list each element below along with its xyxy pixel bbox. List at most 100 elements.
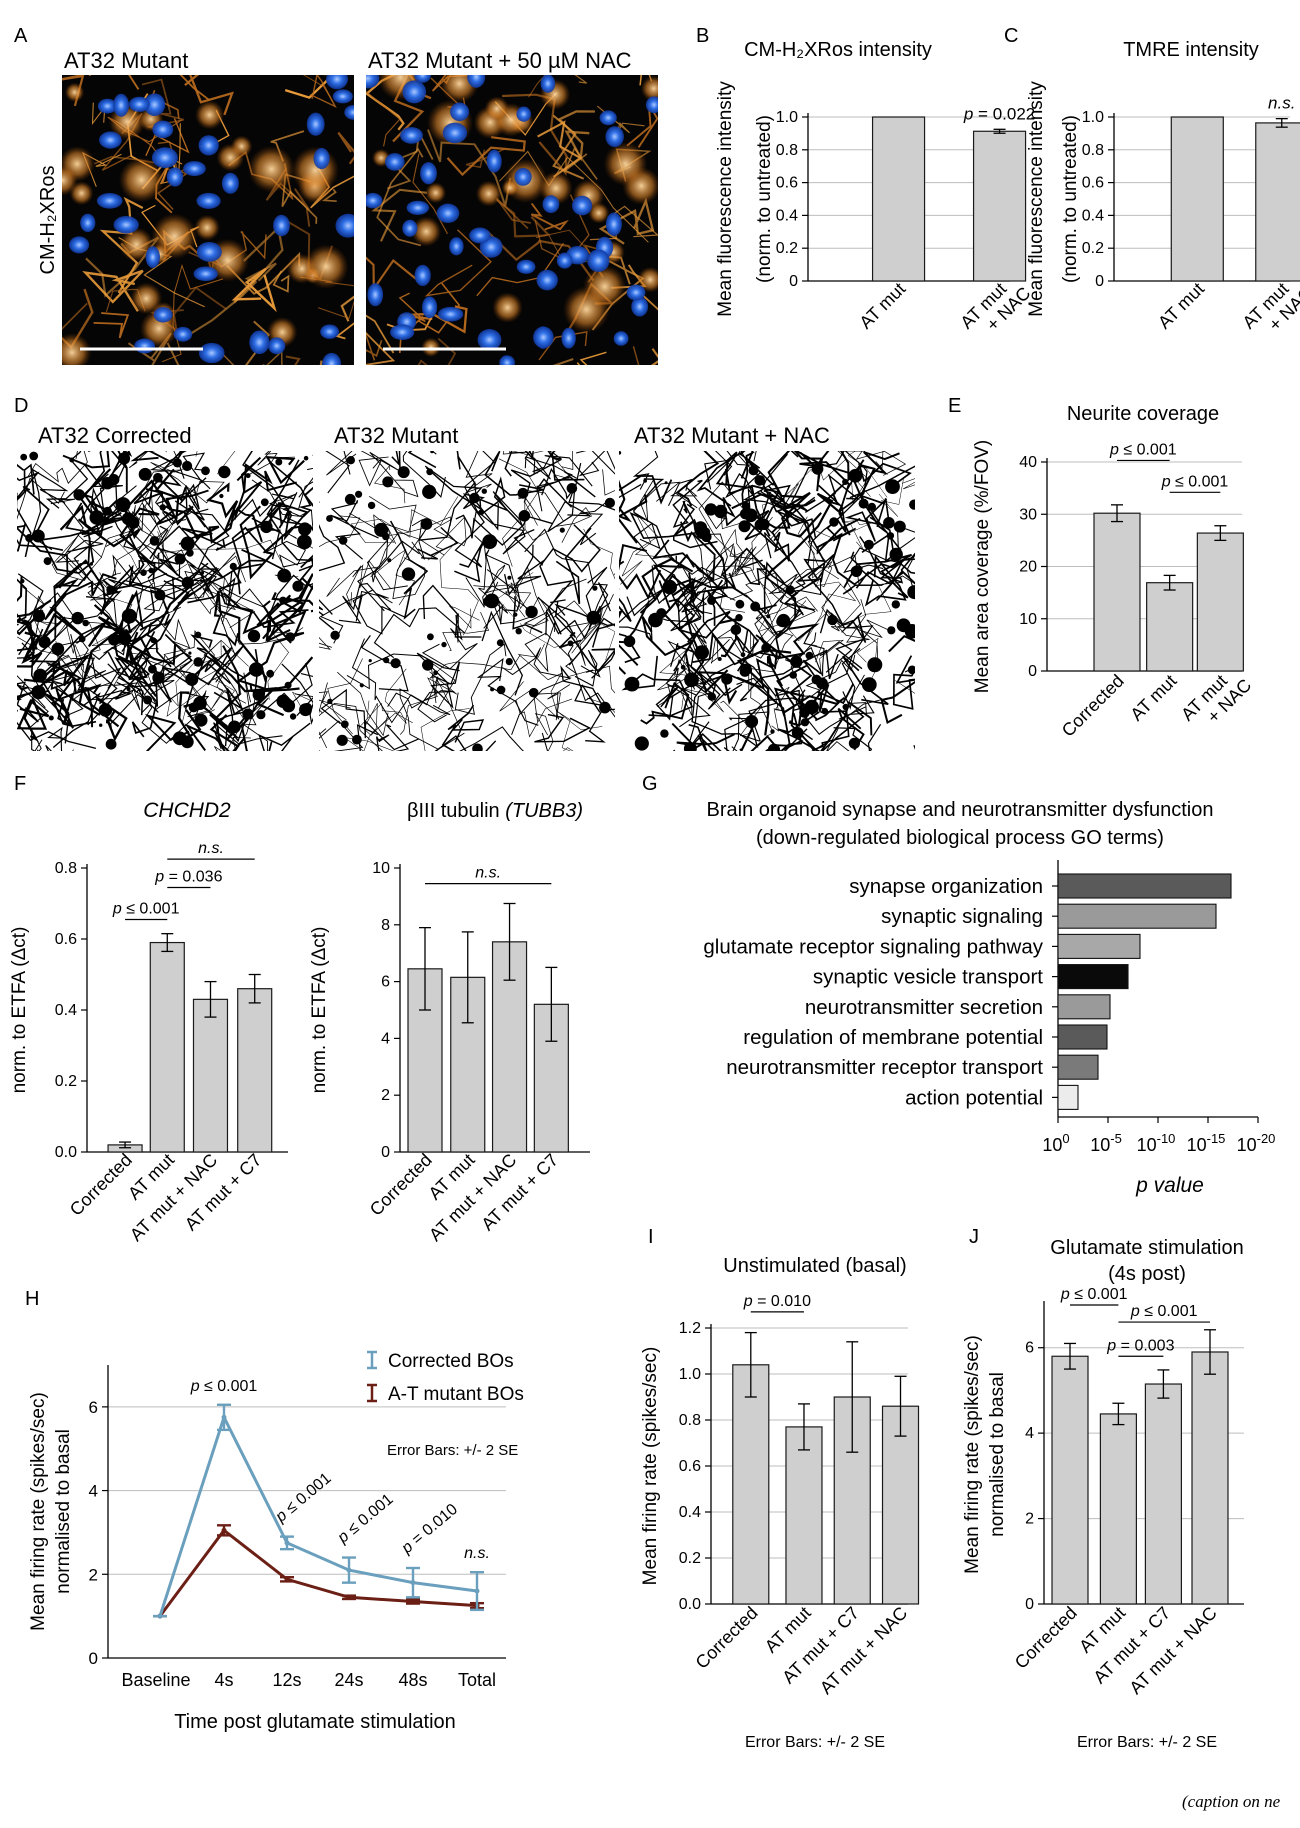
y-tick-label: 0.4 [1082,207,1104,224]
nucleus [221,172,239,194]
neurite-trace [619,633,641,664]
nucleus [467,75,486,88]
y-axis-label: Mean firing rate (spikes/sec) [28,1392,49,1631]
neurite-process [530,202,569,231]
neurite-trace [356,724,390,751]
y-tick-label: 6 [1025,1340,1034,1357]
neurite-trace [190,634,221,666]
neurite-trace [819,641,853,673]
cell-body [43,557,52,566]
neurite-process [310,75,337,109]
nucleus [152,120,174,139]
nucleus [402,80,427,104]
cell-body [382,476,394,488]
nucleus [414,75,431,83]
nucleus [113,216,139,234]
neurite-trace [619,543,662,600]
cell-body [98,703,113,717]
caption-continuation-note: (caption on ne [1182,1792,1281,1811]
cell-body [352,734,362,745]
cell-body [660,729,669,738]
cell-body [186,549,194,557]
cell-body [397,466,410,479]
cell-body [275,458,283,466]
cell-body [883,517,895,529]
neurite-trace [692,608,801,666]
neurite-trace [724,717,749,751]
neurite-trace [59,479,173,548]
neurite-trace [534,713,591,743]
neurite-trace [77,621,146,657]
y-tick-label: 0 [1095,273,1104,290]
neurite-trace [448,605,480,629]
neurite-trace [121,580,206,652]
cell-body [507,575,512,580]
category-label: neurotransmitter receptor transport [726,1056,1043,1079]
neurite-trace [114,682,207,744]
nucleus [645,96,658,114]
neurite-trace [807,540,840,588]
neurite-process [366,314,396,365]
nucleus [322,352,341,365]
cell-body [907,665,915,675]
nucleus [613,331,629,346]
neurite-trace [837,494,884,513]
y-tick-label: 0.0 [679,1596,701,1613]
neurite-trace [659,649,724,713]
neurite-trace [17,488,50,540]
neurite-trace [845,462,912,492]
legend-label: A-T mutant BOs [388,1384,524,1405]
y-tick-label: 0 [381,1144,390,1161]
neurite-trace [256,602,280,640]
neurite-trace [512,596,543,634]
cell-body [738,520,751,533]
neurite-trace [385,724,410,751]
cell-body [619,451,622,455]
bar [407,968,443,1153]
cell-body [82,619,89,627]
neurite-trace [373,607,465,659]
nucleus [335,213,354,238]
neurite-trace [666,554,730,615]
nucleus [556,252,573,269]
panel-letter-j: J [969,1226,979,1248]
neurite-trace [116,652,192,688]
y-tick-label: 20 [1019,559,1037,576]
cell-body [885,479,900,494]
neurite-trace [232,698,256,751]
neurite-trace [421,613,478,670]
neurite-trace [131,581,184,600]
neurite-trace [265,455,305,485]
cell-body [174,553,186,565]
cell-body [811,463,824,475]
neurite-trace [44,692,74,729]
neurite-trace [27,451,88,484]
nucleus [145,246,160,268]
cell-body [472,743,483,751]
bar [732,1364,770,1605]
neurite-trace [554,603,615,648]
neurite-trace [534,713,554,751]
nucleus [499,355,515,365]
nucleus [366,75,380,89]
neurite-trace [391,451,401,470]
neurite-trace [802,659,840,722]
cell-body [51,642,65,656]
neurite-trace [258,722,311,751]
cell-body [567,640,574,647]
panel-d: D AT32 Corrected AT32 Mutant AT32 Mutant… [14,395,915,751]
y-tick-label: 0.8 [776,142,798,159]
bar [149,941,185,1153]
cell-body [256,710,266,720]
bar [1170,116,1224,282]
cell-glow [425,182,447,204]
cell-body [106,585,116,595]
nucleus [96,193,123,209]
panel-a: A AT32 Mutant AT32 Mutant + 50 µM NAC CM… [14,25,658,365]
nucleus [196,242,222,262]
cell-body [367,501,376,510]
cell-body [152,671,165,684]
cell-body [153,472,163,483]
panel-letter-a: A [14,25,28,47]
neurite-trace [736,677,778,742]
